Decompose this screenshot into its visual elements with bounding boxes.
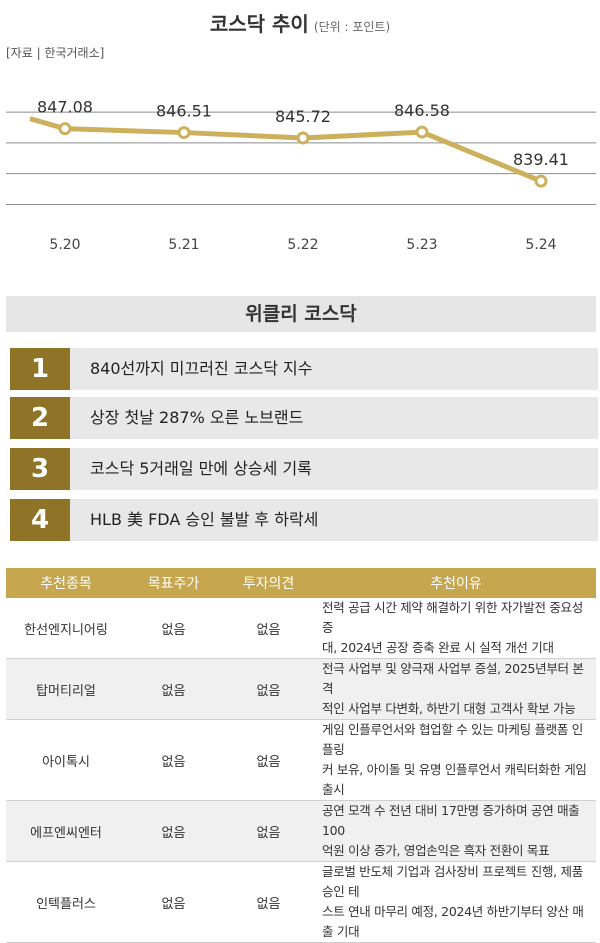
rank-badge: 2: [10, 397, 70, 439]
weekly-item: 3 코스닥 5거래일 만에 상승세 기록: [10, 448, 598, 490]
weekly-item: 4 HLB 美 FDA 승인 불발 후 하락세: [10, 499, 598, 541]
recommendation-table: 추천종목 목표주가 투자의견 추천이유 한선엔지니어링 없음 없음 전력 공급 …: [6, 568, 596, 943]
table-row: 탑머티리얼 없음 없음 전극 사업부 및 양극재 사업부 증설, 2025년부터…: [6, 658, 596, 720]
chart-labels: 847.08 846.51 845.72 846.58 839.41: [37, 98, 569, 169]
weekly-item: 1 840선까지 미끄러진 코스닥 지수: [10, 348, 598, 390]
table-row: 아이톡시 없음 없음 게임 인플루언서와 협업할 수 있는 마케팅 플랫폼 인플…: [6, 719, 596, 801]
weekly-item-text: HLB 美 FDA 승인 불발 후 하락세: [90, 510, 319, 529]
table-row: 한선엔지니어링 없음 없음 전력 공급 시간 제약 해결하기 위한 자가발전 중…: [6, 598, 596, 659]
target-price: 없음: [126, 800, 221, 862]
data-point: [534, 174, 548, 188]
stock-name: 인텍플러스: [6, 861, 126, 943]
x-tick-label: 5.24: [525, 237, 556, 253]
reason-line: 전극 사업부 및 양극재 사업부 증설, 2025년부터 본격: [322, 661, 584, 696]
stock-name: 에프엔씨엔터: [6, 800, 126, 862]
stock-name: 한선엔지니어링: [6, 598, 126, 659]
column-header-target-price: 목표주가: [126, 568, 221, 598]
chart-series: [29, 116, 548, 188]
table-row: 에프엔씨엔터 없음 없음 공연 모객 수 전년 대비 17만명 증가하며 공연 …: [6, 800, 596, 862]
x-tick-label: 5.21: [168, 237, 199, 253]
rank-badge: 1: [10, 348, 70, 390]
weekly-kosdaq-title: 위클리 코스닥: [6, 296, 596, 332]
reason-line: 억원 이상 증가, 영업손익은 흑자 전환이 목표: [322, 843, 550, 858]
reason-line: 적인 사업부 다변화, 하반기 대형 고객사 확보 가능: [322, 701, 576, 716]
data-point: [177, 126, 191, 140]
data-label: 845.72: [275, 107, 331, 126]
weekly-item-text: 코스닥 5거래일 만에 상승세 기록: [90, 459, 312, 478]
data-label: 847.08: [37, 98, 93, 117]
opinion: 없음: [221, 861, 316, 943]
target-price: 없음: [126, 719, 221, 801]
chart-unit: (단위 : 포인트): [313, 20, 391, 34]
target-price: 없음: [126, 598, 221, 659]
stock-name: 탑머티리얼: [6, 658, 126, 720]
chart-x-axis: 5.20 5.21 5.22 5.23 5.24: [49, 237, 556, 253]
data-label: 839.41: [513, 150, 569, 169]
data-point: [415, 125, 429, 139]
weekly-item: 2 상장 첫날 287% 오른 노브랜드: [10, 397, 598, 439]
reason-line: 글로벌 반도체 기업과 검사장비 프로젝트 진행, 제품 승인 테: [322, 864, 583, 899]
reason-line: 공연 모객 수 전년 대비 17만명 증가하며 공연 매출 100: [322, 803, 580, 838]
reason-line: 게임 인플루언서와 협업할 수 있는 마케팅 플랫폼 인플링: [322, 722, 583, 757]
table-header-row: 추천종목 목표주가 투자의견 추천이유: [6, 568, 596, 598]
x-tick-label: 5.22: [287, 237, 318, 253]
reason-line: 대, 2024년 공장 증축 완료 시 실적 개선 기대: [322, 640, 554, 655]
target-price: 없음: [126, 658, 221, 720]
column-header-opinion: 투자의견: [221, 568, 316, 598]
reason: 공연 모객 수 전년 대비 17만명 증가하며 공연 매출 100 억원 이상 증…: [316, 800, 596, 862]
x-tick-label: 5.23: [406, 237, 437, 253]
reason-line: 커 보유, 아이돌 및 유명 인플루언서 캐릭터화한 게임 출시: [322, 762, 587, 797]
column-header-reason: 추천이유: [316, 568, 596, 598]
stock-name: 아이톡시: [6, 719, 126, 801]
opinion: 없음: [221, 658, 316, 720]
data-point: [58, 122, 72, 136]
chart-title: 코스닥 추이: [209, 12, 309, 36]
weekly-item-text: 상장 첫날 287% 오른 노브랜드: [90, 408, 304, 427]
series-line: [29, 116, 542, 184]
chart-title-block: 코스닥 추이 (단위 : 포인트): [0, 8, 600, 37]
opinion: 없음: [221, 719, 316, 801]
opinion: 없음: [221, 598, 316, 659]
data-label: 846.58: [394, 101, 450, 120]
target-price: 없음: [126, 861, 221, 943]
data-source: [자료 | 한국거래소]: [6, 46, 105, 60]
table-row: 인텍플러스 없음 없음 글로벌 반도체 기업과 검사장비 프로젝트 진행, 제품…: [6, 861, 596, 943]
rank-badge: 3: [10, 448, 70, 490]
rank-badge: 4: [10, 499, 70, 541]
data-point: [296, 131, 310, 145]
reason-line: 전력 공급 시간 제약 해결하기 위한 자가발전 중요성 증: [322, 600, 583, 635]
reason-line: 스트 연내 마무리 예정, 2024년 하반기부터 양산 매출 기대: [322, 904, 584, 939]
opinion: 없음: [221, 800, 316, 862]
data-label: 846.51: [156, 102, 212, 121]
weekly-item-text: 840선까지 미끄러진 코스닥 지수: [90, 359, 313, 378]
x-tick-label: 5.20: [49, 237, 80, 253]
column-header-stock: 추천종목: [6, 568, 126, 598]
